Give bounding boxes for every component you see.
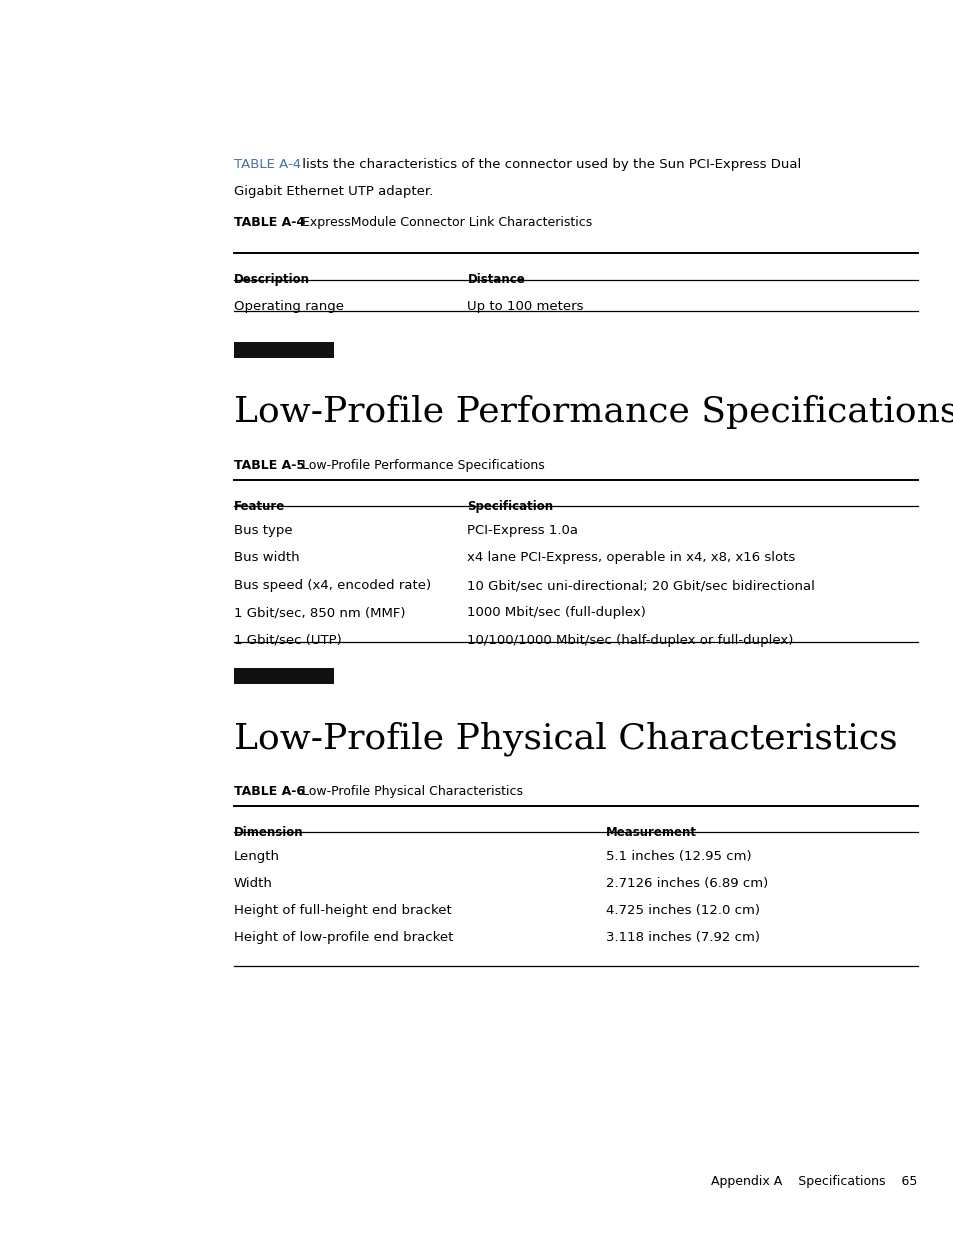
Text: lists the characteristics of the connector used by the Sun PCI-Express Dual: lists the characteristics of the connect…: [297, 158, 801, 172]
Bar: [233, 668, 334, 684]
Text: Low-Profile Physical Characteristics: Low-Profile Physical Characteristics: [233, 721, 897, 756]
Text: Specification: Specification: [467, 500, 553, 514]
Text: Appendix A    Specifications    65: Appendix A Specifications 65: [711, 1174, 917, 1188]
Text: 1 Gbit/sec (UTP): 1 Gbit/sec (UTP): [233, 634, 341, 647]
Bar: [233, 342, 334, 358]
Text: 1 Gbit/sec, 850 nm (MMF): 1 Gbit/sec, 850 nm (MMF): [233, 606, 405, 620]
Text: x4 lane PCI-Express, operable in x4, x8, x16 slots: x4 lane PCI-Express, operable in x4, x8,…: [467, 551, 795, 564]
Text: Up to 100 meters: Up to 100 meters: [467, 300, 583, 314]
Text: Height of low-profile end bracket: Height of low-profile end bracket: [233, 931, 453, 945]
Text: Bus speed (x4, encoded rate): Bus speed (x4, encoded rate): [233, 579, 431, 593]
Text: Low-Profile Performance Specifications: Low-Profile Performance Specifications: [302, 459, 544, 473]
Text: Low-Profile Performance Specifications: Low-Profile Performance Specifications: [233, 395, 953, 430]
Text: 5.1 inches (12.95 cm): 5.1 inches (12.95 cm): [605, 850, 751, 863]
Text: Bus width: Bus width: [233, 551, 299, 564]
Text: Low-Profile Physical Characteristics: Low-Profile Physical Characteristics: [302, 785, 523, 799]
Text: Dimension: Dimension: [233, 826, 303, 840]
Text: 4.725 inches (12.0 cm): 4.725 inches (12.0 cm): [605, 904, 759, 918]
Text: 3.118 inches (7.92 cm): 3.118 inches (7.92 cm): [605, 931, 759, 945]
Text: Length: Length: [233, 850, 279, 863]
Text: TABLE A-5: TABLE A-5: [233, 459, 305, 473]
Text: 10/100/1000 Mbit/sec (half-duplex or full-duplex): 10/100/1000 Mbit/sec (half-duplex or ful…: [467, 634, 793, 647]
Text: 1000 Mbit/sec (full-duplex): 1000 Mbit/sec (full-duplex): [467, 606, 646, 620]
Text: Gigabit Ethernet UTP adapter.: Gigabit Ethernet UTP adapter.: [233, 185, 433, 199]
Text: Description: Description: [233, 273, 310, 287]
Text: Bus type: Bus type: [233, 524, 292, 537]
Text: TABLE A-4: TABLE A-4: [233, 216, 305, 230]
Text: Height of full-height end bracket: Height of full-height end bracket: [233, 904, 451, 918]
Text: TABLE A-4: TABLE A-4: [233, 158, 300, 172]
Text: Measurement: Measurement: [605, 826, 696, 840]
Text: Width: Width: [233, 877, 273, 890]
Text: PCI-Express 1.0a: PCI-Express 1.0a: [467, 524, 578, 537]
Text: Feature: Feature: [233, 500, 285, 514]
Text: TABLE A-6: TABLE A-6: [233, 785, 304, 799]
Text: 10 Gbit/sec uni-directional; 20 Gbit/sec bidirectional: 10 Gbit/sec uni-directional; 20 Gbit/sec…: [467, 579, 815, 593]
Text: Operating range: Operating range: [233, 300, 343, 314]
Text: ExpressModule Connector Link Characteristics: ExpressModule Connector Link Characteris…: [302, 216, 592, 230]
Text: 2.7126 inches (6.89 cm): 2.7126 inches (6.89 cm): [605, 877, 767, 890]
Text: Distance: Distance: [467, 273, 525, 287]
